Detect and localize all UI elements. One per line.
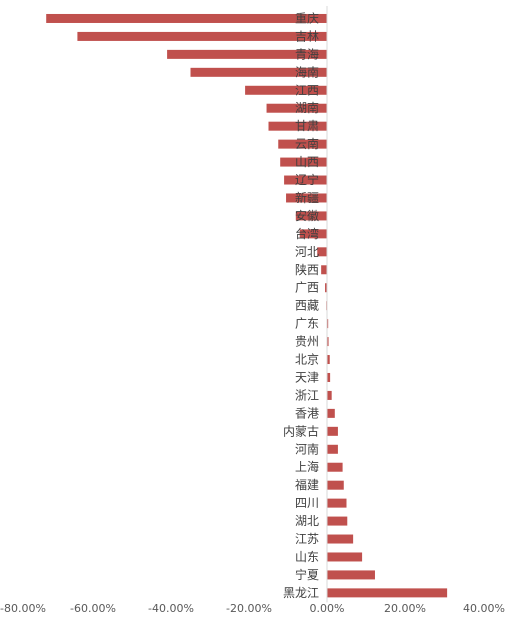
bar-23 xyxy=(327,426,338,436)
bar-8 xyxy=(280,157,327,167)
category-label: 福建 xyxy=(295,477,319,492)
category-label: 台湾 xyxy=(295,226,319,241)
category-label: 湖北 xyxy=(295,513,319,528)
bar-2 xyxy=(167,49,327,59)
category-label: 重庆 xyxy=(295,11,319,25)
category-label: 安徽 xyxy=(295,208,319,223)
bar-13 xyxy=(317,247,327,257)
bar-19 xyxy=(327,355,330,365)
bar-28 xyxy=(327,516,348,526)
category-label: 河北 xyxy=(295,245,319,259)
category-label: 北京 xyxy=(295,353,319,367)
bar-31 xyxy=(327,570,375,580)
category-label: 黑龙江 xyxy=(283,586,319,600)
bar-21 xyxy=(327,390,332,400)
bar-14 xyxy=(321,265,327,275)
x-tick-label: -80.00% xyxy=(0,602,46,615)
bar-29 xyxy=(327,534,354,544)
category-label: 河南 xyxy=(295,441,319,456)
bar-32 xyxy=(327,588,448,598)
bar-3 xyxy=(190,67,327,77)
bar-0 xyxy=(46,13,327,23)
category-label: 云南 xyxy=(295,136,319,151)
category-label: 青海 xyxy=(295,46,319,61)
bar-20 xyxy=(327,372,331,382)
bars-group xyxy=(46,13,448,598)
x-tick-label: 0.00% xyxy=(310,602,345,615)
x-tick-label: -40.00% xyxy=(148,602,194,615)
category-label: 贵州 xyxy=(295,335,319,349)
category-labels: 重庆吉林青海海南江西湖南甘肃云南山西辽宁新疆安徽台湾河北陕西广西西藏广东贵州北京… xyxy=(283,11,319,599)
category-label: 香港 xyxy=(295,406,319,420)
bar-1 xyxy=(77,31,328,41)
category-label: 甘肃 xyxy=(295,119,319,133)
category-label: 广东 xyxy=(295,317,319,331)
category-label: 陕西 xyxy=(295,262,319,277)
category-label: 新疆 xyxy=(295,190,319,205)
category-label: 广西 xyxy=(295,281,319,295)
bar-15 xyxy=(325,283,327,293)
bar-9 xyxy=(284,175,327,185)
category-label: 内蒙古 xyxy=(283,423,319,438)
category-label: 山东 xyxy=(295,550,319,564)
bar-24 xyxy=(327,444,338,454)
category-label: 山西 xyxy=(295,155,319,169)
x-tick-label: -20.00% xyxy=(226,602,272,615)
bar-25 xyxy=(327,462,343,472)
bar-12 xyxy=(299,229,327,239)
bar-26 xyxy=(327,480,344,490)
bar-22 xyxy=(327,408,335,418)
category-label: 海南 xyxy=(295,64,319,79)
category-label: 湖南 xyxy=(295,100,319,115)
bar-6 xyxy=(268,121,327,131)
category-label: 上海 xyxy=(295,459,319,474)
bar-4 xyxy=(245,85,327,95)
category-label: 江苏 xyxy=(295,532,319,546)
bar-5 xyxy=(266,103,327,113)
category-label: 天津 xyxy=(295,370,319,384)
category-label: 宁夏 xyxy=(295,567,319,582)
x-tick-label: 20.00% xyxy=(384,602,426,615)
category-label: 江西 xyxy=(295,83,319,97)
category-label: 西藏 xyxy=(295,299,319,313)
category-label: 吉林 xyxy=(295,29,319,43)
bar-11 xyxy=(295,211,327,221)
x-axis-ticks: -80.00% -60.00% -40.00% -20.00% 0.00% 20.00% 4… xyxy=(0,602,505,615)
bar-7 xyxy=(278,139,327,149)
category-label: 四川 xyxy=(295,496,319,510)
bar-27 xyxy=(327,498,347,508)
bar-30 xyxy=(327,552,363,562)
bar-18 xyxy=(327,337,329,347)
bar-10 xyxy=(286,193,327,203)
x-tick-label: -60.00% xyxy=(70,602,116,615)
category-label: 浙江 xyxy=(295,388,319,402)
x-tick-label: 40.00% xyxy=(463,602,505,615)
category-label: 辽宁 xyxy=(295,172,319,187)
bar-17 xyxy=(327,319,329,329)
